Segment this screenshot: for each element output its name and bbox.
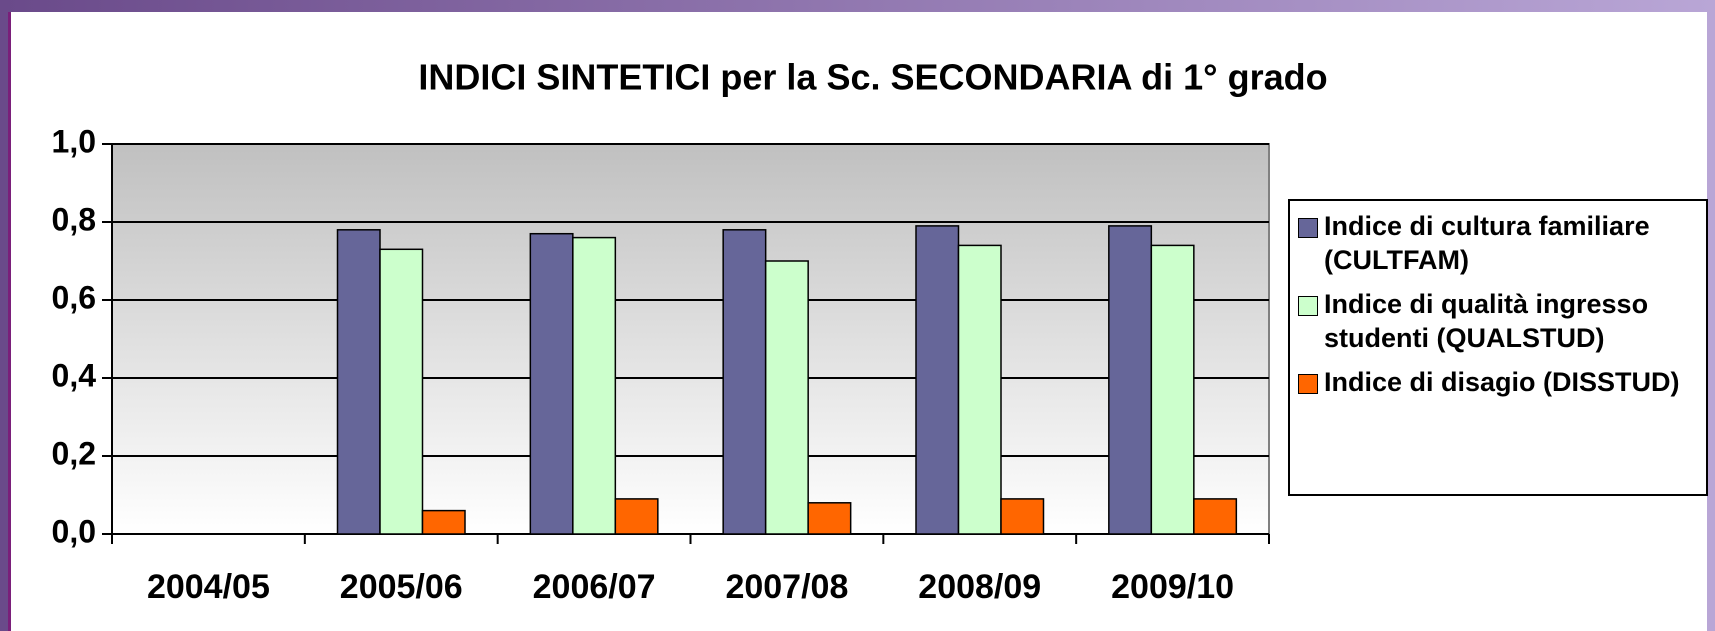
y-tick-label: 0,2 [52, 435, 96, 471]
bar [1150, 244, 1195, 535]
chart-title: INDICI SINTETICI per la Sc. SECONDARIA d… [418, 57, 1327, 98]
x-tick-label: 2005/06 [340, 568, 463, 606]
legend-swatch [1298, 296, 1318, 316]
legend-item: Indice di cultura familiare (CULTFAM) [1296, 209, 1700, 277]
x-tick-label: 2006/07 [533, 568, 656, 606]
bar [421, 509, 466, 535]
legend-item: Indice di qualità ingresso studenti (QUA… [1296, 287, 1700, 355]
bar [614, 498, 659, 535]
x-tick-label: 2004/05 [147, 568, 270, 606]
bar [336, 229, 381, 535]
bar [722, 229, 767, 535]
legend-swatch [1298, 218, 1318, 238]
legend: Indice di cultura familiare (CULTFAM) Ind… [1288, 199, 1708, 496]
legend-item: Indice di disagio (DISSTUD) [1296, 365, 1700, 399]
bar [915, 225, 960, 535]
bar [764, 260, 809, 535]
bar [529, 232, 574, 535]
y-tick-label: 0,8 [52, 201, 96, 237]
bar [1193, 498, 1238, 535]
bar [807, 502, 852, 535]
x-tick-label: 2007/08 [725, 568, 848, 606]
legend-label: Indice di qualità ingresso studenti (QUA… [1324, 289, 1649, 353]
plot-area [111, 143, 1270, 535]
legend-label: Indice di disagio (DISSTUD) [1324, 367, 1680, 397]
legend-label: Indice di cultura familiare (CULTFAM) [1324, 211, 1650, 275]
y-tick-label: 0,6 [52, 279, 96, 315]
y-tick-label: 0,4 [52, 357, 97, 393]
legend-swatch [1298, 374, 1318, 394]
bar [1108, 225, 1153, 535]
y-tick-label: 0,0 [52, 513, 96, 549]
bar [1000, 498, 1045, 535]
x-tick-label: 2008/09 [918, 568, 1041, 606]
bar [379, 248, 424, 535]
x-tick-label: 2009/10 [1111, 568, 1234, 606]
bar [572, 236, 617, 535]
bar [957, 244, 1002, 535]
y-tick-label: 1,0 [52, 123, 96, 159]
